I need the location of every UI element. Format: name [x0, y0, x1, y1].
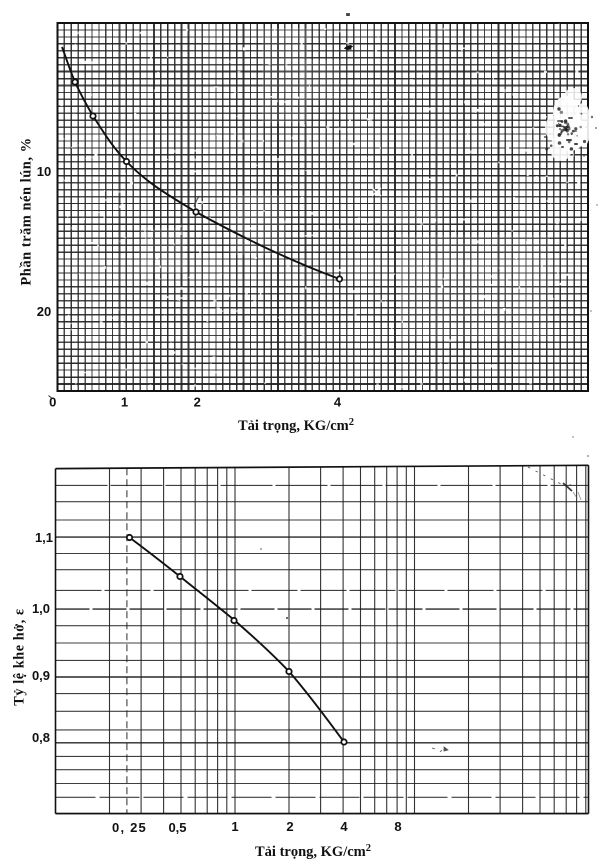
svg-text:20: 20	[37, 304, 51, 319]
svg-text:2: 2	[286, 819, 293, 834]
svg-text:0,5: 0,5	[168, 820, 186, 835]
svg-text:10: 10	[37, 164, 51, 179]
svg-text:Phần trăm nén lún, %: Phần trăm nén lún, %	[19, 137, 35, 285]
svg-text:0,9: 0,9	[32, 668, 50, 683]
svg-text:8: 8	[394, 819, 401, 834]
svg-text:2: 2	[194, 395, 201, 410]
svg-text:1,1: 1,1	[35, 530, 53, 545]
svg-text:0: 0	[49, 395, 56, 410]
svg-text:Tỷ lệ khe hở, ε: Tỷ lệ khe hở, ε	[12, 608, 28, 705]
svg-text:1: 1	[231, 819, 238, 834]
svg-text:1: 1	[121, 395, 128, 410]
svg-text:4: 4	[340, 819, 348, 834]
svg-text:Tải trọng, KG/cm2: Tải trọng, KG/cm2	[255, 843, 371, 860]
svg-text:Tải trọng, KG/cm2: Tải trọng, KG/cm2	[238, 417, 354, 434]
svg-text:1,0: 1,0	[32, 601, 50, 616]
svg-text:4: 4	[334, 395, 342, 410]
svg-text:0,8: 0,8	[32, 730, 50, 745]
svg-text:0, 25: 0, 25	[112, 820, 147, 835]
